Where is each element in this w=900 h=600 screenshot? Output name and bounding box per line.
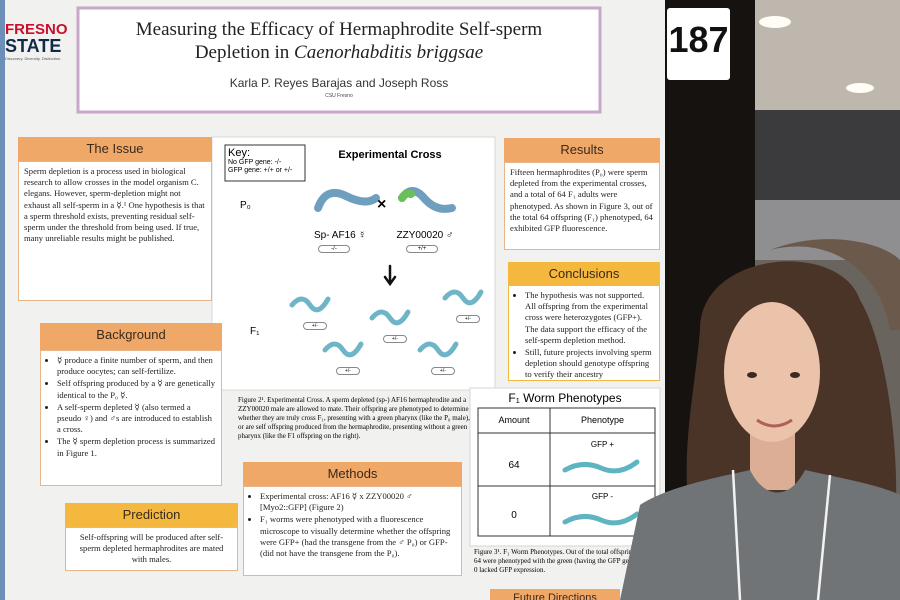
logo-tagline: Discovery. Diversity. Distinction.	[5, 56, 62, 61]
figure-caption: Figure 3¹. F₁ Worm Phenotypes. Out of th…	[474, 548, 650, 574]
species: Caenorhabditis briggsae	[294, 42, 484, 63]
generation-label: P₀	[240, 200, 251, 211]
genotype: +/-	[336, 367, 360, 375]
table-cell: 64	[508, 460, 520, 471]
affiliation: CSU Fresno	[325, 93, 353, 99]
generation-label: F₁	[250, 326, 260, 337]
section-heading: The Issue	[18, 137, 212, 161]
bullet: The ☿ sperm depletion process is summari…	[57, 436, 216, 458]
worm	[314, 189, 380, 212]
key: Key: No GFP gene: -/- GFP gene: +/+ or +…	[228, 147, 292, 175]
section-heading: Background	[40, 323, 222, 350]
figure-caption: Figure 2¹. Experimental Cross. A sperm d…	[238, 396, 470, 440]
genotype: +/-	[456, 315, 480, 323]
logo-line: FRESNO	[5, 21, 68, 38]
parent-label: ZZY00020 ♂	[396, 230, 454, 241]
worm	[289, 296, 331, 313]
bullet: F₁ worms were phenotyped with a fluoresc…	[260, 514, 456, 559]
worm	[322, 341, 364, 358]
title-line: Measuring the Efficacy of Hermaphrodite …	[135, 19, 543, 40]
section-heading: Future Directions	[490, 589, 620, 600]
bullet: Still, future projects involving sperm d…	[525, 347, 654, 380]
section-body: Self-offspring will be produced after se…	[65, 527, 238, 571]
figure-title: F₁ Worm Phenotypes	[508, 391, 622, 405]
bullet: Experimental cross: AF16 ☿ x ZZY00020 ♂ …	[260, 491, 456, 513]
genotype: +/-	[431, 367, 455, 375]
ceiling-light	[846, 83, 874, 93]
title-frame	[76, 6, 602, 114]
bullet: A self-sperm depleted ☿ (also termed a p…	[57, 402, 216, 436]
table-cell: GFP -	[591, 492, 614, 501]
table-cell: 0	[511, 510, 517, 521]
figure-title: Experimental Cross	[338, 149, 442, 161]
badge-card	[667, 8, 730, 80]
key-box	[224, 144, 306, 182]
section-heading: Prediction	[65, 503, 238, 527]
parent-label: Sp- AF16 ☿	[314, 230, 366, 241]
bullet: The hypothesis was not supported. All of…	[525, 290, 654, 346]
title-line: Depletion in Caenorhabditis briggsae	[80, 41, 598, 64]
worm	[562, 459, 640, 474]
arrow	[383, 264, 397, 287]
section-body: ☿ produce a finite number of sperm, and …	[40, 350, 222, 486]
key-line: No GFP gene: -/-	[228, 159, 282, 166]
ceiling-light	[759, 16, 791, 28]
section-heading: Methods	[243, 462, 462, 486]
table-header: Amount	[498, 415, 530, 425]
worm	[417, 341, 459, 358]
title-text: Depletion in	[194, 42, 295, 63]
section-body: Sperm depletion is a process used in bio…	[18, 161, 212, 301]
authors: Karla P. Reyes Barajas and Joseph Ross	[229, 76, 449, 90]
logo: FRESNO STATE Discovery. Diversity. Disti…	[5, 22, 73, 62]
worm-pharynx	[398, 189, 415, 202]
genotype: -/-	[318, 245, 350, 253]
worms	[289, 187, 640, 526]
section-body: Experimental cross: AF16 ☿ x ZZY00020 ♂ …	[243, 486, 462, 576]
section-body: The hypothesis was not supported. All of…	[508, 285, 660, 381]
genotype: +/+	[406, 245, 438, 253]
logo-line: STATE	[5, 36, 62, 56]
booth-number: 187	[668, 19, 729, 60]
cross-sign: ×	[377, 196, 387, 213]
section-heading: Results	[504, 138, 660, 162]
genotype: +/-	[383, 335, 407, 343]
room-floor	[755, 260, 900, 600]
key-title: Key:	[228, 147, 251, 159]
bullet: Self offspring produced by a ☿ are genet…	[57, 378, 216, 400]
worm	[442, 289, 484, 306]
genotype: +/-	[303, 322, 327, 330]
worm	[369, 309, 411, 326]
section-heading: Conclusions	[508, 262, 660, 286]
room-window	[755, 200, 900, 260]
title: Measuring the Efficacy of Hermaphrodite …	[80, 18, 598, 64]
bullet: ☿ produce a finite number of sperm, and …	[57, 355, 216, 377]
section-body: Fifteen hermaphrodites (P₀) were sperm d…	[504, 162, 660, 250]
poster-stand	[665, 0, 755, 600]
table-header: Phenotype	[580, 415, 625, 425]
table-cell: GFP +	[590, 440, 615, 449]
key-line: GFP gene: +/+ or +/-	[228, 167, 293, 174]
